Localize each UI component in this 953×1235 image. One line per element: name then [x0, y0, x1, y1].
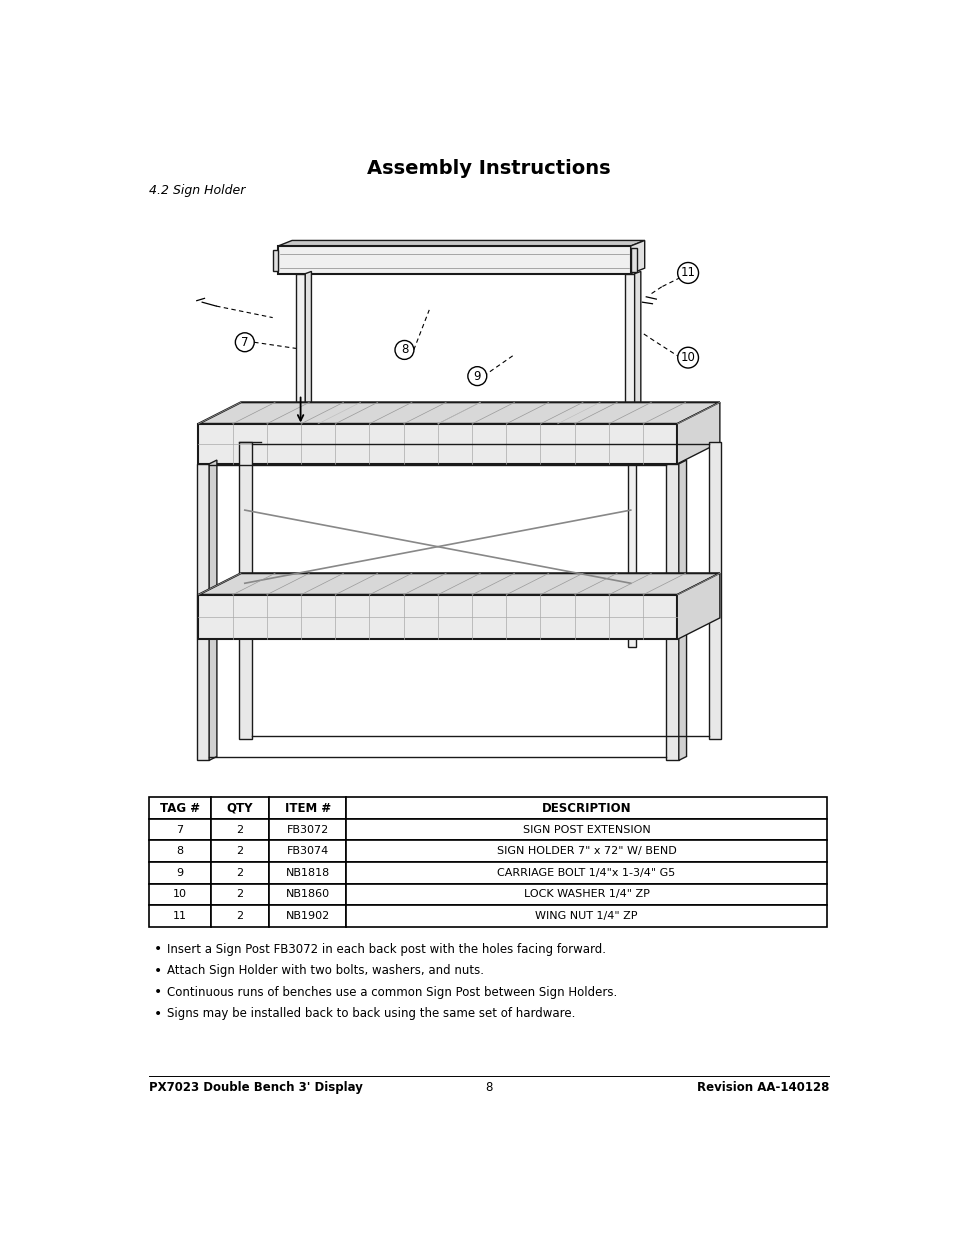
Polygon shape	[677, 573, 720, 640]
Bar	[269, 841, 346, 862]
Text: 7: 7	[241, 336, 249, 348]
Text: 9: 9	[473, 369, 480, 383]
Text: SIGN POST EXTENSION: SIGN POST EXTENSION	[522, 825, 650, 835]
Bar	[346, 819, 826, 841]
Text: QTY: QTY	[226, 802, 253, 815]
Bar	[239, 442, 252, 739]
Polygon shape	[634, 272, 640, 427]
Text: Continuous runs of benches use a common Sign Post between Sign Holders.: Continuous runs of benches use a common …	[167, 986, 617, 999]
Bar	[269, 862, 346, 883]
Text: 2: 2	[236, 911, 243, 921]
Polygon shape	[198, 595, 677, 640]
Bar	[624, 274, 634, 427]
Bar	[149, 905, 211, 926]
Bar	[211, 862, 269, 883]
Text: Assembly Instructions: Assembly Instructions	[367, 159, 610, 178]
Bar	[628, 464, 636, 647]
Text: FB3072: FB3072	[286, 825, 329, 835]
Polygon shape	[278, 241, 644, 246]
Bar	[269, 905, 346, 926]
Bar	[346, 883, 826, 905]
Polygon shape	[677, 403, 720, 464]
Bar	[269, 798, 346, 819]
Bar	[149, 798, 211, 819]
Bar	[269, 819, 346, 841]
Polygon shape	[274, 249, 278, 270]
Bar	[346, 905, 826, 926]
Bar	[708, 442, 720, 739]
Text: 2: 2	[236, 868, 243, 878]
Text: DESCRIPTION: DESCRIPTION	[541, 802, 631, 815]
Text: •: •	[153, 1007, 162, 1020]
Bar	[295, 274, 305, 427]
Text: Revision AA-140128: Revision AA-140128	[696, 1081, 828, 1094]
Text: WING NUT 1/4" ZP: WING NUT 1/4" ZP	[535, 911, 638, 921]
Bar	[149, 862, 211, 883]
Polygon shape	[198, 573, 720, 595]
Text: 11: 11	[172, 911, 187, 921]
Text: 8: 8	[176, 846, 183, 856]
Bar	[211, 841, 269, 862]
Text: PX7023 Double Bench 3' Display: PX7023 Double Bench 3' Display	[149, 1081, 362, 1094]
Bar	[196, 464, 209, 761]
Bar	[346, 841, 826, 862]
Text: FB3074: FB3074	[286, 846, 329, 856]
Text: LOCK WASHER 1/4" ZP: LOCK WASHER 1/4" ZP	[523, 889, 649, 899]
Polygon shape	[630, 241, 644, 274]
Text: Attach Sign Holder with two bolts, washers, and nuts.: Attach Sign Holder with two bolts, washe…	[167, 965, 484, 977]
Bar	[269, 883, 346, 905]
Polygon shape	[209, 461, 216, 761]
Text: Signs may be installed back to back using the same set of hardware.: Signs may be installed back to back usin…	[167, 1008, 575, 1020]
Bar	[149, 883, 211, 905]
Text: 9: 9	[176, 868, 183, 878]
Polygon shape	[278, 246, 630, 274]
Text: TAG #: TAG #	[159, 802, 199, 815]
Text: 8: 8	[485, 1081, 492, 1094]
Polygon shape	[679, 461, 686, 761]
Bar	[211, 883, 269, 905]
Text: NB1818: NB1818	[285, 868, 330, 878]
Text: CARRIAGE BOLT 1/4"x 1-3/4" G5: CARRIAGE BOLT 1/4"x 1-3/4" G5	[497, 868, 675, 878]
Text: 7: 7	[176, 825, 183, 835]
Polygon shape	[305, 272, 311, 427]
Text: 10: 10	[679, 351, 695, 364]
Text: •: •	[153, 963, 162, 978]
Text: Insert a Sign Post FB3072 in each back post with the holes facing forward.: Insert a Sign Post FB3072 in each back p…	[167, 942, 606, 956]
Text: 2: 2	[236, 825, 243, 835]
Text: 10: 10	[172, 889, 187, 899]
Bar	[149, 841, 211, 862]
Bar	[149, 819, 211, 841]
Bar	[211, 819, 269, 841]
Text: 2: 2	[236, 889, 243, 899]
Text: 4.2 Sign Holder: 4.2 Sign Holder	[149, 184, 245, 198]
Text: •: •	[153, 942, 162, 956]
Text: NB1860: NB1860	[285, 889, 330, 899]
Text: 2: 2	[236, 846, 243, 856]
Bar	[211, 798, 269, 819]
Polygon shape	[198, 403, 720, 424]
Bar	[666, 464, 679, 761]
Bar	[346, 862, 826, 883]
Text: SIGN HOLDER 7" x 72" W/ BEND: SIGN HOLDER 7" x 72" W/ BEND	[497, 846, 676, 856]
Polygon shape	[630, 248, 637, 272]
Text: •: •	[153, 986, 162, 999]
Text: ITEM #: ITEM #	[284, 802, 331, 815]
Bar	[346, 798, 826, 819]
Polygon shape	[198, 424, 677, 464]
Text: 11: 11	[679, 267, 695, 279]
Bar	[211, 905, 269, 926]
Text: 8: 8	[400, 343, 408, 357]
Text: NB1902: NB1902	[285, 911, 330, 921]
